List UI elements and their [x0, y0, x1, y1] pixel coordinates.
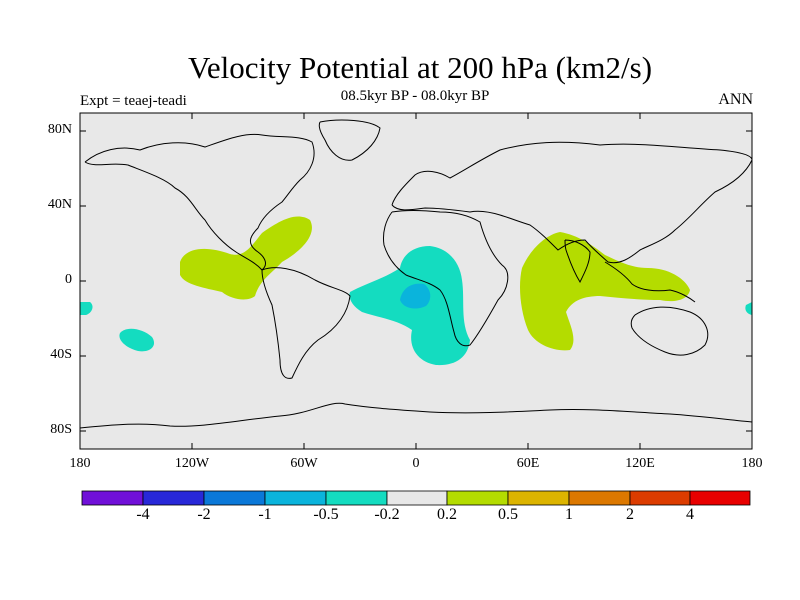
coast-antarctica [79, 402, 753, 429]
colorbar-label: 1 [565, 506, 573, 523]
colorbar-label: -0.2 [374, 506, 400, 523]
season-label: ANN [718, 91, 753, 108]
lat-label-80s: 80S [50, 422, 72, 437]
colorbar-box-4 [264, 490, 327, 506]
coast-south-america [261, 267, 351, 379]
colorbar-label: -4 [136, 506, 150, 523]
negative-anomaly-edge-east [745, 302, 752, 315]
negative-anomaly-edge-west [80, 302, 93, 315]
colorbar-box-9 [568, 490, 631, 506]
lon-label-180-east: 180 [741, 456, 763, 471]
positive-anomaly-indian-ocean [520, 232, 690, 351]
colorbar-box-2 [142, 490, 205, 506]
colorbar-label: 0.2 [437, 506, 457, 523]
lat-label-40s: 40S [50, 347, 72, 362]
colorbar-box-7 [446, 490, 509, 506]
coast-india [564, 239, 591, 284]
colorbar-label: -0.5 [313, 506, 339, 523]
experiment-label: Expt = teaej-teadi [80, 93, 187, 109]
colorbar-box-6 [386, 490, 448, 506]
tick-marks [80, 113, 752, 449]
lat-label-40n: 40N [47, 197, 72, 212]
colorbar [81, 490, 751, 506]
coast-australia [630, 306, 709, 356]
coastlines [79, 119, 753, 429]
lon-label-120w: 120W [174, 456, 210, 471]
colorbar-box-10 [629, 490, 691, 506]
lon-label-0: 0 [412, 456, 420, 471]
lat-label-0: 0 [65, 272, 72, 287]
subtitle: 08.5kyr BP - 08.0kyr BP [340, 88, 490, 104]
colorbar-label: -1 [258, 506, 272, 523]
colorbar-label: 0.5 [498, 506, 518, 523]
colorbar-box-11 [689, 490, 751, 506]
colorbar-box-3 [203, 490, 266, 506]
colorbar-label: 4 [686, 506, 694, 523]
coast-africa [383, 210, 509, 347]
lat-label-80n: 80N [47, 122, 72, 137]
page-title: Velocity Potential at 200 hPa (km2/s) [187, 50, 653, 85]
lon-label-60w: 60W [290, 456, 318, 471]
lon-label-60e: 60E [516, 456, 540, 471]
strong-negative-anomaly-africa [400, 283, 431, 309]
colorbar-box-5 [325, 490, 388, 506]
lon-label-120e: 120E [625, 456, 655, 471]
colorbar-box-8 [507, 490, 570, 506]
coast-greenland [318, 119, 381, 161]
colorbar-label: 2 [626, 506, 634, 523]
negative-anomaly-south-pacific [119, 328, 155, 352]
colorbar-label: -2 [197, 506, 211, 523]
coast-europe-asia [391, 141, 753, 264]
coast-north-america [84, 133, 315, 271]
coast-southeast-asia [604, 261, 696, 303]
lon-label-180-west: 180 [69, 456, 91, 471]
colorbar-box-1 [81, 490, 144, 506]
